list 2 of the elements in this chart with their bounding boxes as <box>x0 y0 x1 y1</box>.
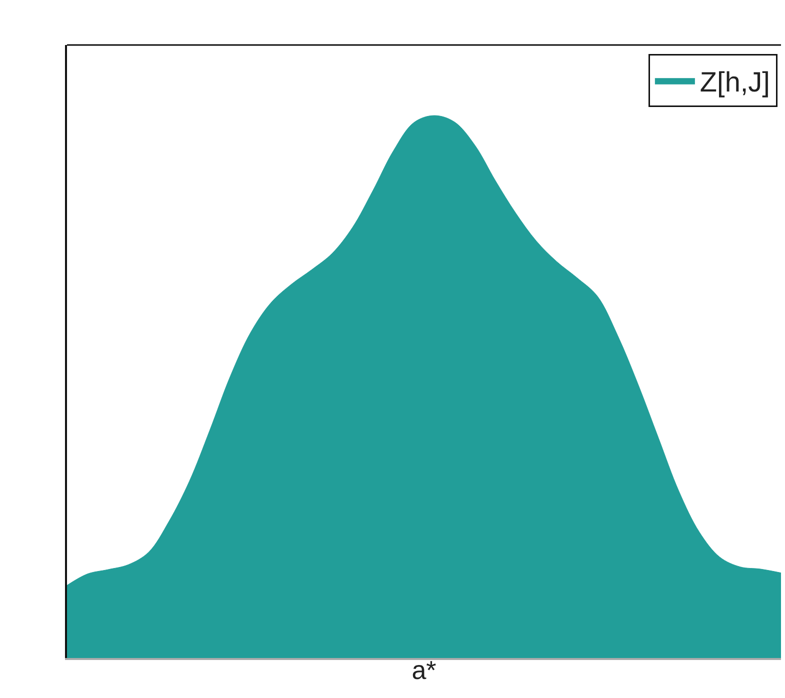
x-axis-title: a* <box>412 654 436 685</box>
legend-label: Z[h,J] <box>700 66 770 98</box>
